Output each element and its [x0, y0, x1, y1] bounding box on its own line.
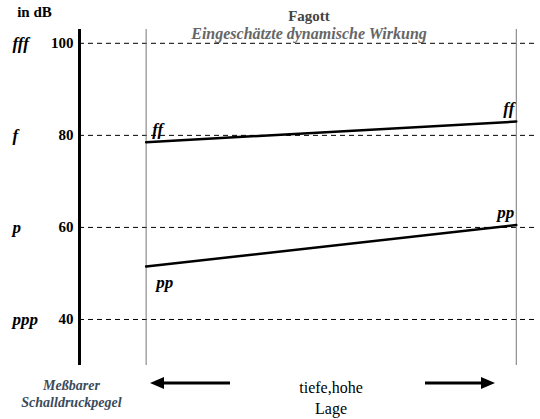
svg-text:60: 60 [59, 219, 74, 235]
svg-text:ppp: ppp [11, 310, 39, 329]
svg-text:pp: pp [154, 273, 173, 292]
svg-text:f: f [13, 126, 21, 145]
svg-text:Fagott: Fagott [288, 8, 330, 24]
svg-text:100: 100 [51, 35, 74, 51]
svg-text:ff: ff [503, 99, 516, 118]
svg-text:ff: ff [152, 120, 165, 139]
svg-text:MeßbarerSchalldruckpegel: MeßbarerSchalldruckpegel [21, 378, 121, 411]
svg-text:p: p [11, 218, 22, 237]
svg-text:Eingeschätzte dynamische Wirku: Eingeschätzte dynamische Wirkung [190, 25, 427, 43]
svg-text:40: 40 [59, 311, 74, 327]
svg-text:in dB: in dB [17, 4, 52, 20]
svg-text:pp: pp [495, 203, 514, 222]
svg-text:tiefe,hoheLage: tiefe,hoheLage [299, 379, 363, 419]
svg-text:fff: fff [13, 34, 32, 53]
svg-text:80: 80 [59, 127, 74, 143]
